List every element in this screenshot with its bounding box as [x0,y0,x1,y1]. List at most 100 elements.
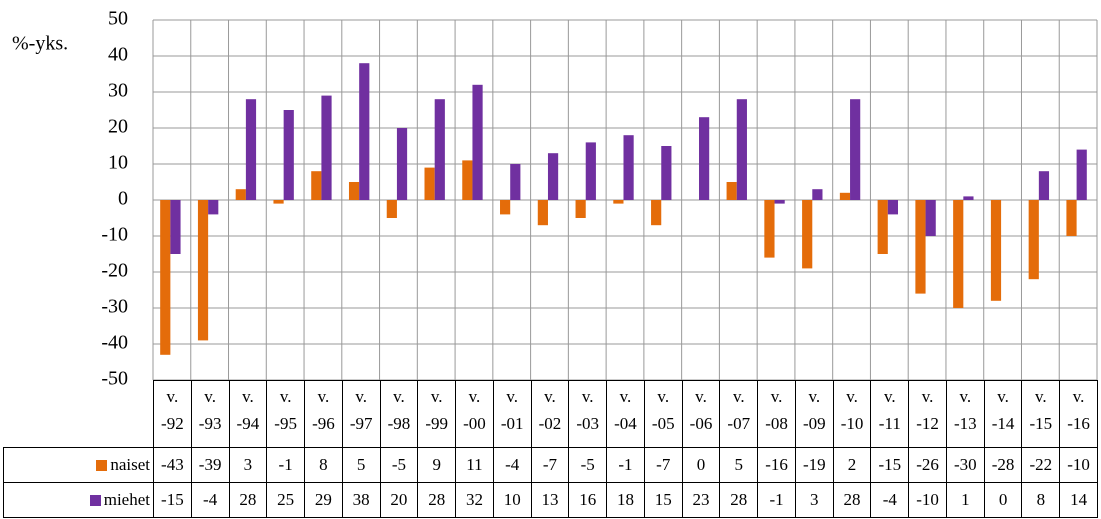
bar [699,117,710,200]
bar [160,200,171,355]
table-value: 20 [379,482,419,518]
bar [651,200,662,226]
table-value: 5 [341,447,381,483]
bar [321,95,332,200]
table-value: -5 [568,447,608,483]
bar [170,200,181,254]
bar [812,189,823,200]
table-value: 5 [719,447,759,483]
x-tick-label: v. -97 [341,380,381,448]
bar [359,63,370,201]
table-value: 29 [304,482,343,518]
legend-swatch [89,494,101,506]
table-value: -39 [190,447,230,483]
bar [661,146,672,200]
bar [462,160,473,200]
bar [736,99,747,200]
bar [245,99,257,200]
table-value: -4 [190,482,230,518]
x-tick-label: v. -09 [794,380,834,448]
x-tick-label: v. -14 [983,380,1023,448]
x-tick-label: v. -13 [945,380,985,448]
bar [273,200,284,204]
x-tick-label: v. -05 [643,380,683,448]
bar [925,200,936,236]
bar [623,135,634,200]
table-value: -7 [643,447,683,483]
bar [774,200,785,204]
y-tick-label: 20 [108,116,128,138]
y-tick-label: -40 [101,332,128,354]
bar [348,182,360,200]
table-value: 25 [266,482,306,518]
table-value: 0 [983,482,1023,518]
table-value: 28 [417,482,457,518]
bar [915,200,926,294]
x-tick-label: v. -11 [870,380,910,448]
table-value: -10 [1059,447,1098,483]
table-value: -10 [908,482,947,518]
bar [990,200,1002,301]
x-tick-label: v. -15 [1021,380,1061,448]
legend-entry: miehet [3,482,154,518]
x-tick-label: v. -93 [190,380,230,448]
y-tick-label: 40 [108,44,128,66]
bar [396,128,408,200]
bar [887,200,899,215]
table-value: -22 [1021,447,1061,483]
table-value: 9 [417,447,457,483]
bar [1038,171,1050,200]
table-value: 38 [341,482,381,518]
table-value: -30 [945,447,985,483]
legend-label: miehet [103,490,150,510]
table-value: 15 [643,482,683,518]
bar [1028,200,1039,280]
table-value: 28 [228,482,268,518]
table-value: -4 [492,447,532,483]
table-value: -1 [757,482,796,518]
bar [877,200,888,254]
y-tick-label: 10 [108,152,128,174]
x-tick-label: v. -16 [1059,380,1098,448]
bar [235,189,246,200]
bar [537,200,548,226]
table-value: 32 [455,482,494,518]
y-tick-label: -50 [101,368,128,390]
x-tick-label: v. -95 [266,380,306,448]
legend-entry: naiset [3,447,154,483]
table-value: -28 [983,447,1023,483]
x-tick-label: v. -01 [492,380,532,448]
bar [613,200,624,204]
y-tick-label: -10 [101,224,128,246]
x-tick-label: v. -10 [832,380,872,448]
bar [547,153,559,200]
table-value: -43 [153,447,192,483]
table-value: 28 [832,482,872,518]
bar [472,84,483,200]
table-value: -16 [757,447,796,483]
y-tick-label: -20 [101,260,128,282]
table-value: -1 [606,447,645,483]
legend-swatch [96,459,108,471]
table-value: 2 [832,447,872,483]
table-value: 8 [1021,482,1061,518]
bar [386,200,397,218]
bar [311,171,322,200]
table-value: -15 [153,482,192,518]
bar [839,192,851,200]
table-value: 16 [568,482,608,518]
bar [764,200,775,258]
bar [1066,200,1077,236]
bar [208,200,219,215]
x-tick-label: v. -07 [719,380,759,448]
x-tick-label: v. -12 [908,380,947,448]
table-value: -19 [794,447,834,483]
bar [575,200,586,218]
y-tick-label: 50 [108,8,128,30]
x-tick-label: v. -02 [530,380,570,448]
bar [850,99,861,200]
table-value: 28 [719,482,759,518]
x-tick-label: v. -94 [228,380,268,448]
